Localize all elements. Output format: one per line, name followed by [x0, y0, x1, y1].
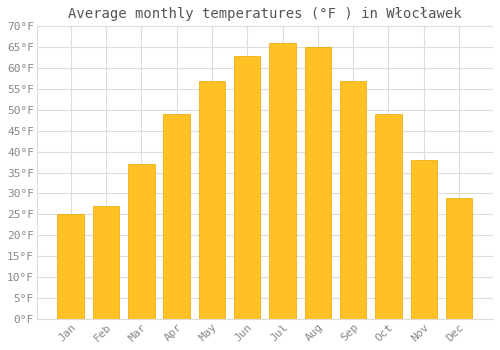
Bar	[375, 114, 402, 319]
Bar	[164, 114, 190, 319]
Bar	[304, 47, 331, 319]
Bar	[270, 43, 296, 319]
Bar	[340, 80, 366, 319]
Bar	[198, 80, 225, 319]
Bar	[58, 215, 84, 319]
Bar	[234, 56, 260, 319]
Bar	[410, 160, 437, 319]
Bar	[128, 164, 154, 319]
Bar	[446, 198, 472, 319]
Bar	[93, 206, 120, 319]
Title: Average monthly temperatures (°F ) in Włocławek: Average monthly temperatures (°F ) in Wł…	[68, 7, 462, 21]
